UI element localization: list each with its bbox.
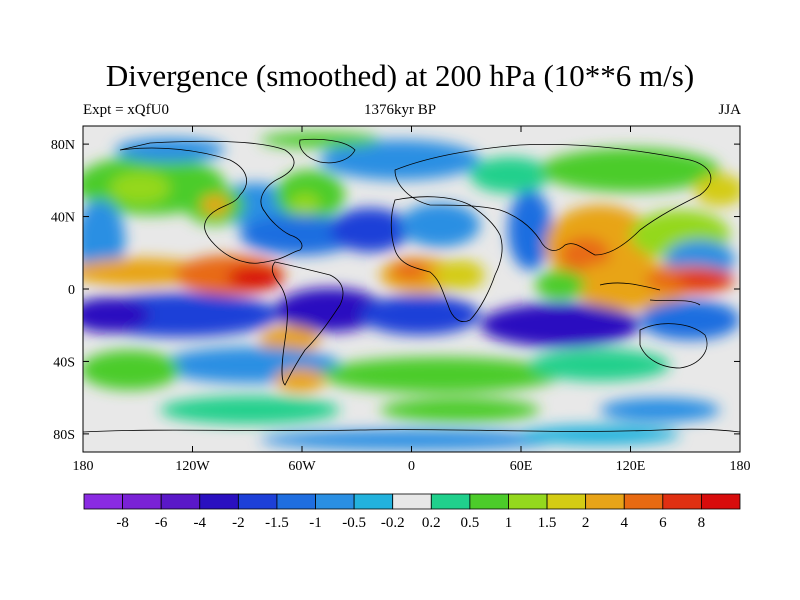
colorbar-label: -6 xyxy=(155,515,168,531)
lat-tick-label: 80S xyxy=(53,428,75,443)
colorbar-label: 2 xyxy=(582,515,590,531)
map-plot-area xyxy=(83,126,740,452)
season-label: JJA xyxy=(718,102,741,118)
colorbar-label: 1.5 xyxy=(538,515,557,531)
lon-tick-label: 180 xyxy=(730,459,751,474)
colorbar-label: 4 xyxy=(620,515,628,531)
lon-tick-label: 60W xyxy=(288,459,316,474)
colorbar-swatch xyxy=(662,493,702,510)
colorbar-label: 1 xyxy=(505,515,513,531)
colorbar-label: -1 xyxy=(309,515,322,531)
lon-tick-label: 60E xyxy=(510,459,533,474)
lat-tick-label: 0 xyxy=(68,283,75,298)
lon-tick-label: 180 xyxy=(73,459,94,474)
colorbar-label: -2 xyxy=(232,515,245,531)
colorbar-label: 0.5 xyxy=(461,515,480,531)
colorbar-swatch xyxy=(585,493,625,510)
divergence-field xyxy=(83,132,740,450)
colorbar-swatch xyxy=(83,493,123,510)
colorbar-swatch xyxy=(430,493,471,510)
colorbar-swatch xyxy=(469,493,509,510)
colorbar-swatch xyxy=(392,493,432,510)
colorbar-label: -1.5 xyxy=(265,515,289,531)
latitude-axis: 80N 40N 0 40S 80S xyxy=(51,138,740,443)
colorbar-swatch xyxy=(315,493,355,510)
colorbar-label: 0.2 xyxy=(422,515,441,531)
longitude-axis: 180 120W 60W 0 60E 120E 180 xyxy=(73,126,751,474)
lon-tick-label: 120W xyxy=(175,459,210,474)
colorbar-label: -0.5 xyxy=(342,515,366,531)
colorbar-label: 6 xyxy=(659,515,667,531)
colorbar-swatch xyxy=(199,493,239,510)
colorbar-label: -0.2 xyxy=(381,515,405,531)
colorbar-swatch xyxy=(701,493,741,510)
colorbar-swatch xyxy=(122,493,162,510)
colorbar-swatch xyxy=(353,493,394,510)
lat-tick-label: 40N xyxy=(51,211,75,226)
colorbar-label: -4 xyxy=(194,515,207,531)
colorbar-swatch xyxy=(237,493,278,510)
period-label: 1376kyr BP xyxy=(363,102,437,118)
colorbar-label: -8 xyxy=(116,515,129,531)
lon-tick-label: 0 xyxy=(408,459,415,474)
colorbar-swatch xyxy=(623,493,664,510)
colorbar: -8 -6 -4 -2 -1.5 -1 -0.5 -0.2 0.2 0.5 1 1.5 2 4 6 8 xyxy=(83,493,741,531)
experiment-label: Expt = xQfU0 xyxy=(83,102,169,118)
lat-tick-label: 40S xyxy=(53,355,75,370)
lat-tick-label: 80N xyxy=(51,138,75,153)
colorbar-label: 8 xyxy=(698,515,706,531)
map-title: Divergence (smoothed) at 200 hPa (10**6 … xyxy=(105,58,695,93)
lon-tick-label: 120E xyxy=(616,459,646,474)
coastlines xyxy=(83,138,740,433)
colorbar-swatch xyxy=(546,493,587,510)
colorbar-swatch xyxy=(508,493,548,510)
colorbar-swatch xyxy=(276,493,316,510)
colorbar-swatch xyxy=(160,493,201,510)
